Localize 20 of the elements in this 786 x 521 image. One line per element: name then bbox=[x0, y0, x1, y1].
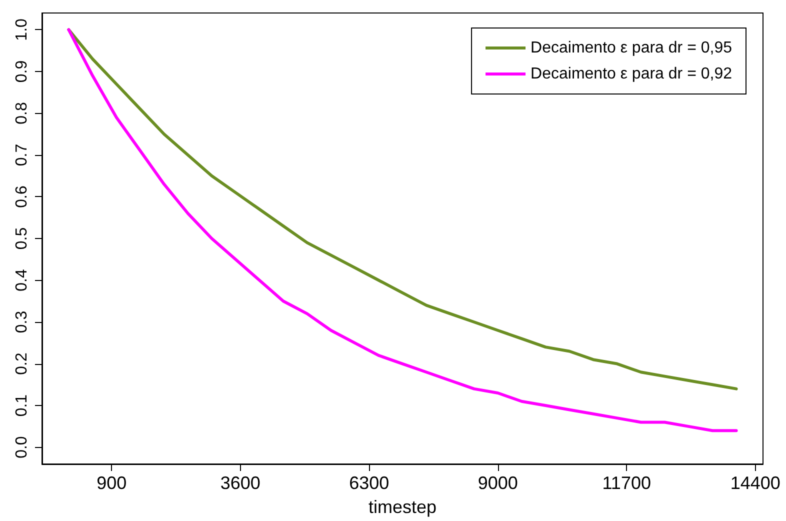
x-tick-label: 900 bbox=[96, 473, 127, 493]
x-tick-label: 14400 bbox=[730, 473, 780, 493]
y-tick-label: 0.9 bbox=[14, 60, 30, 83]
x-tick-label: 3600 bbox=[220, 473, 260, 493]
y-tick-label: 0.5 bbox=[14, 227, 30, 250]
y-tick-label: 1.0 bbox=[14, 18, 30, 41]
x-axis-title: timestep bbox=[368, 497, 437, 517]
x-tick-label: 9000 bbox=[478, 473, 518, 493]
y-tick-label: 0.1 bbox=[14, 394, 30, 417]
y-tick-label: 0.6 bbox=[14, 186, 30, 208]
y-tick-label: 0.4 bbox=[14, 269, 30, 292]
x-tick-label: 6300 bbox=[349, 473, 390, 493]
y-tick-label: 0.3 bbox=[14, 310, 30, 334]
legend-label: Decaimento ε para dr = 0,95 bbox=[530, 40, 732, 56]
y-tick-label: 0.8 bbox=[14, 102, 30, 124]
legend-label: Decaimento ε para dr = 0,92 bbox=[530, 66, 732, 82]
y-tick-label: 0.7 bbox=[14, 144, 30, 166]
y-tick-label: 0.0 bbox=[14, 436, 30, 458]
y-tick-label: 0.2 bbox=[14, 352, 30, 375]
x-tick-label: 11700 bbox=[602, 473, 651, 493]
